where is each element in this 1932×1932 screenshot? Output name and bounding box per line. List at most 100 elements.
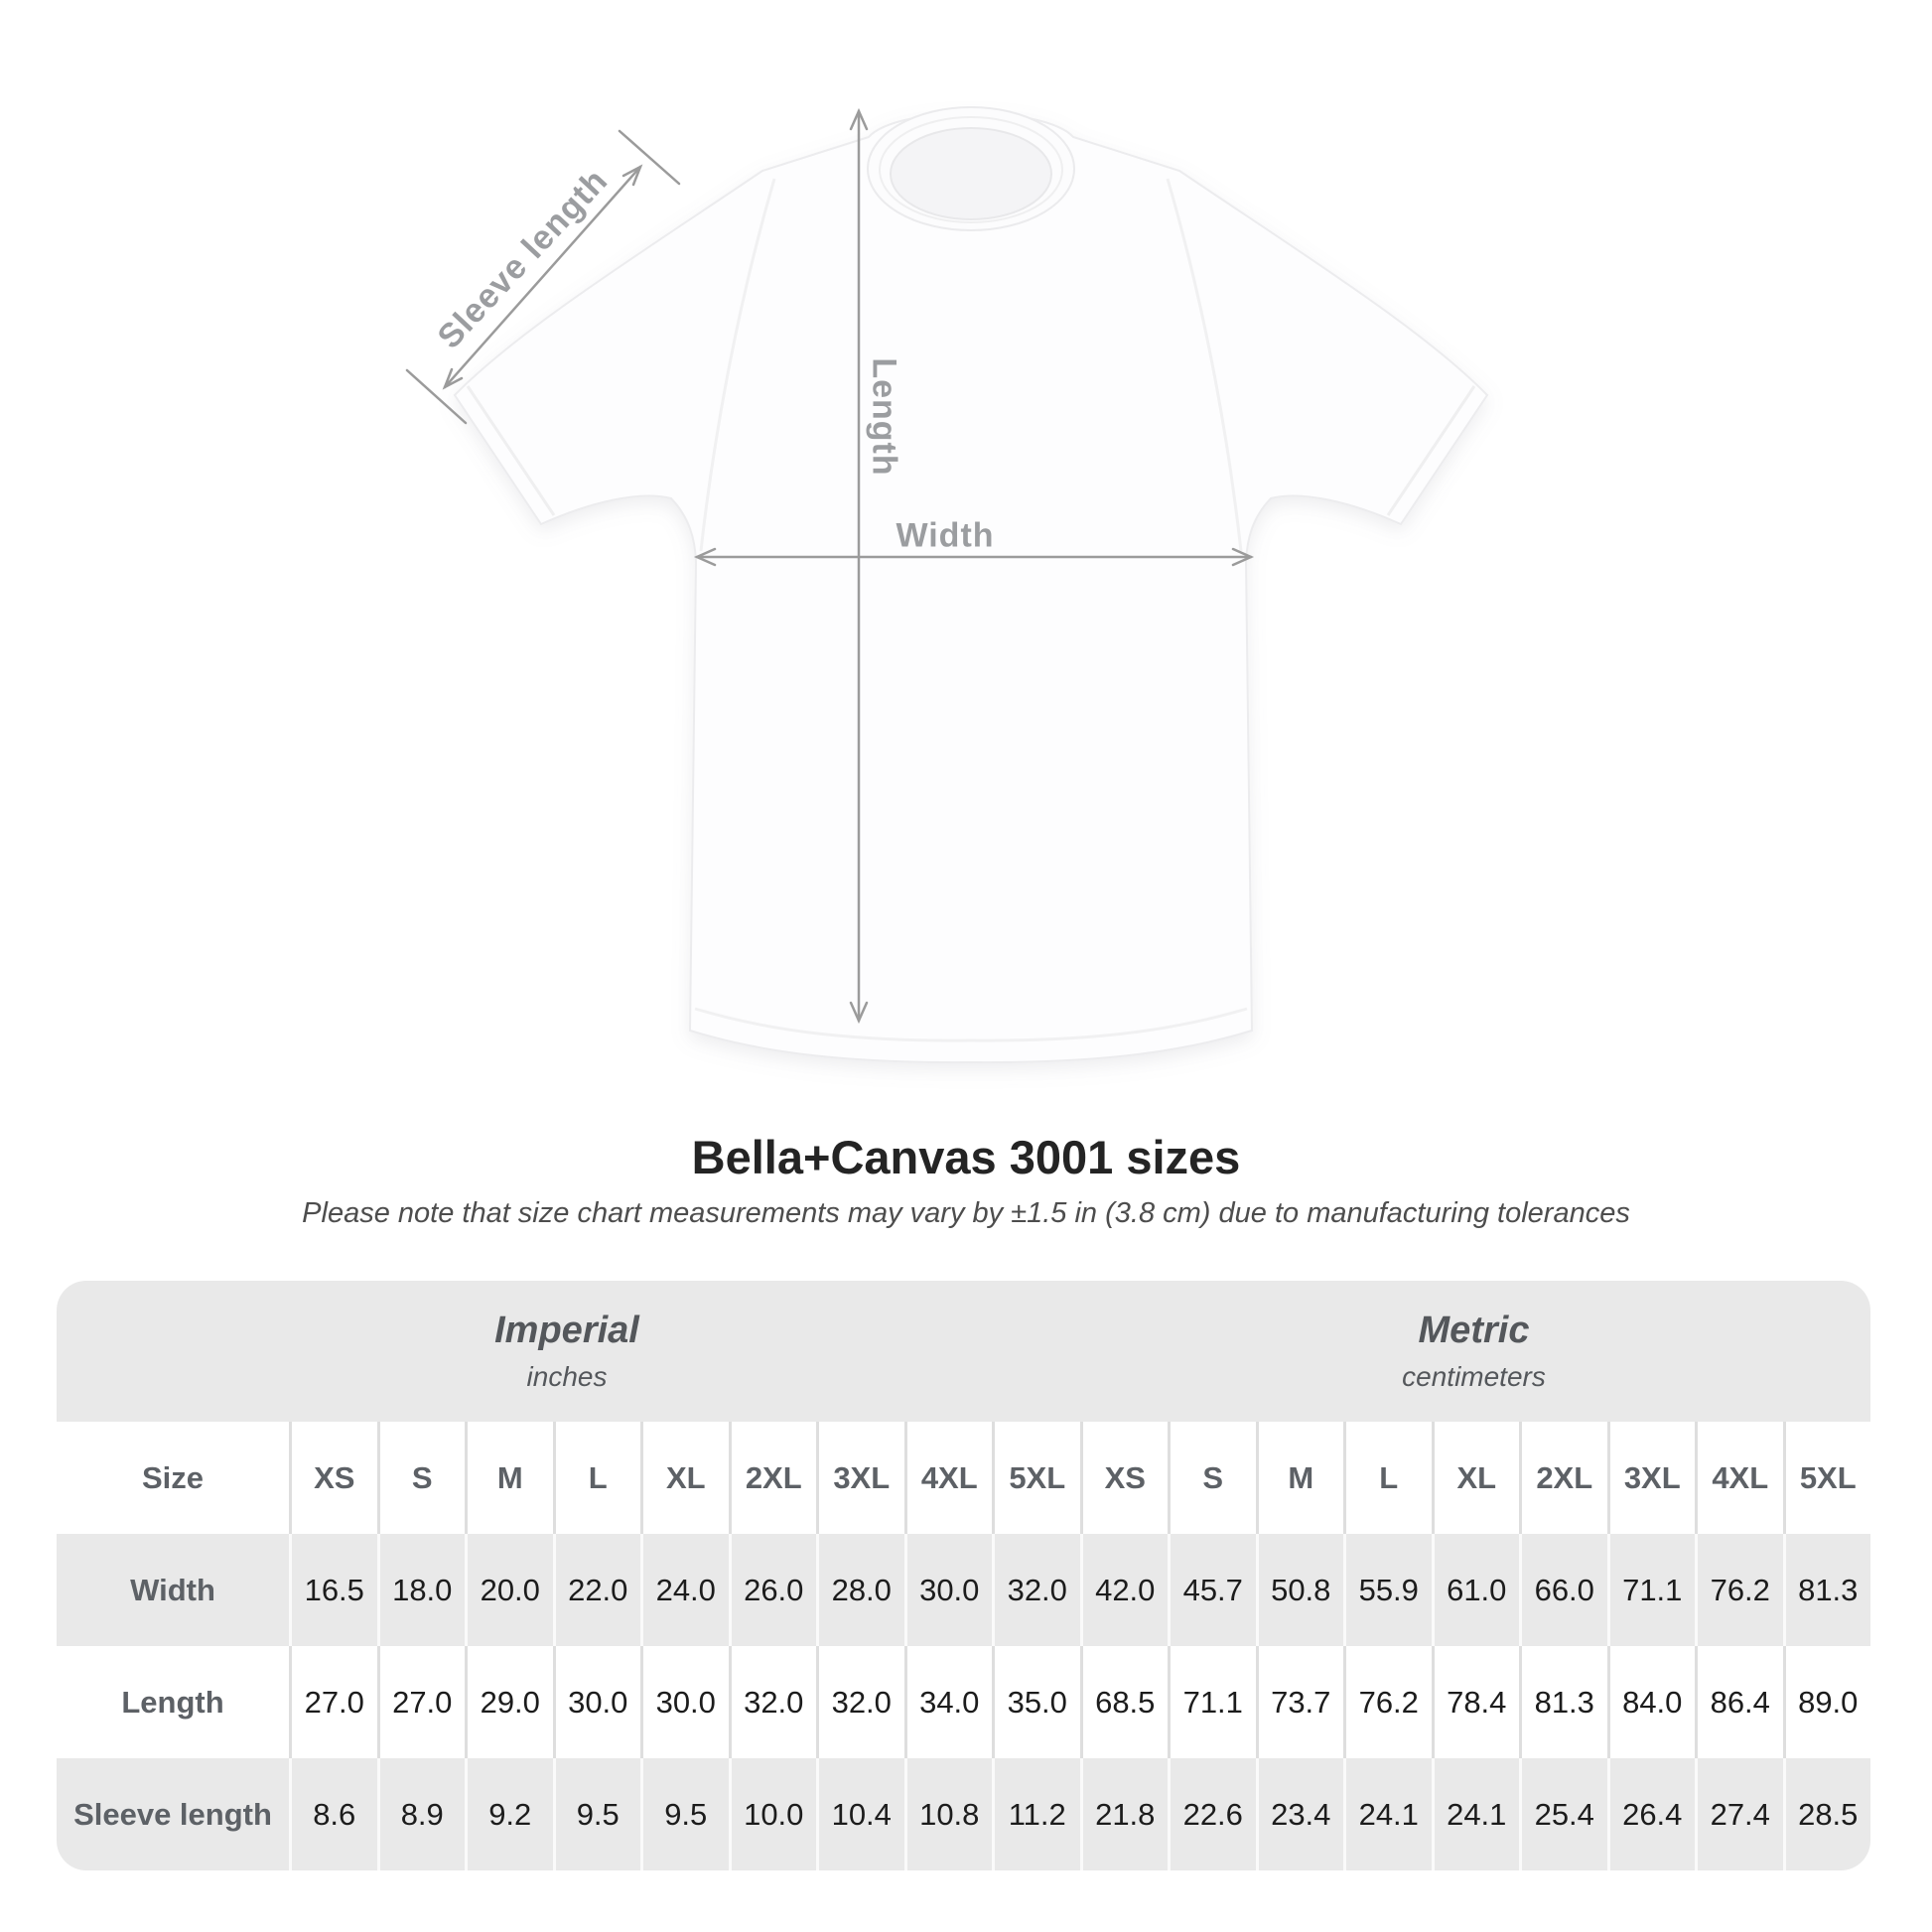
value-cell: 24.0 xyxy=(640,1534,729,1646)
value-cell: 21.8 xyxy=(1079,1758,1169,1870)
value-cell: 10.8 xyxy=(903,1758,993,1870)
value-cell: 30.0 xyxy=(552,1646,641,1758)
col-header: 2XL xyxy=(1519,1422,1607,1534)
length-annotation-label: Length xyxy=(865,357,903,477)
value-cell: 25.4 xyxy=(1519,1758,1607,1870)
value-cell: 29.0 xyxy=(465,1646,553,1758)
value-cell: 26.0 xyxy=(728,1534,817,1646)
value-cell: 55.9 xyxy=(1343,1534,1432,1646)
unit-group-header-row: Imperial inches Metric centimeters xyxy=(57,1281,1870,1422)
col-header: 4XL xyxy=(903,1422,993,1534)
group-metric-unit: centimeters xyxy=(1402,1361,1546,1392)
col-header: 2XL xyxy=(728,1422,817,1534)
group-metric: Metric centimeters xyxy=(1077,1281,1870,1422)
row-label: Sleeve length xyxy=(73,1796,272,1832)
col-header: 5XL xyxy=(992,1422,1080,1534)
page-title: Bella+Canvas 3001 sizes xyxy=(691,1131,1241,1183)
value-cell: 10.0 xyxy=(728,1758,817,1870)
tshirt-diagram xyxy=(405,106,1489,1064)
col-header: XS xyxy=(289,1422,377,1534)
cuff-fold-right xyxy=(1386,385,1476,516)
value-cell: 9.2 xyxy=(465,1758,553,1870)
group-imperial-unit: inches xyxy=(526,1361,608,1392)
value-cell: 26.4 xyxy=(1606,1758,1696,1870)
value-cell: 8.9 xyxy=(376,1758,466,1870)
value-cell: 76.2 xyxy=(1695,1534,1783,1646)
col-header: 3XL xyxy=(1606,1422,1696,1534)
col-header: L xyxy=(552,1422,641,1534)
value-cell: 23.4 xyxy=(1255,1758,1344,1870)
value-cell: 16.5 xyxy=(289,1534,377,1646)
value-cell: 32.0 xyxy=(816,1646,904,1758)
row-label: Length xyxy=(121,1684,224,1720)
value-cell: 35.0 xyxy=(992,1646,1080,1758)
tshirt-illustration xyxy=(453,112,1489,1064)
size-column-header: Size xyxy=(141,1459,205,1495)
value-cell: 27.0 xyxy=(376,1646,466,1758)
value-cell: 68.5 xyxy=(1079,1646,1169,1758)
col-header: XS xyxy=(1079,1422,1169,1534)
width-row: Width 16.5 18.0 20.0 22.0 24.0 26.0 28.0… xyxy=(57,1534,1870,1646)
value-cell: 9.5 xyxy=(552,1758,641,1870)
col-header: 4XL xyxy=(1695,1422,1783,1534)
value-cell: 9.5 xyxy=(640,1758,729,1870)
sleeve-length-arrow xyxy=(405,129,681,425)
value-cell: 24.1 xyxy=(1431,1758,1520,1870)
value-cell: 76.2 xyxy=(1343,1646,1432,1758)
col-header: 3XL xyxy=(816,1422,904,1534)
value-cell: 86.4 xyxy=(1695,1646,1783,1758)
value-cell: 50.8 xyxy=(1255,1534,1344,1646)
cuff-fold-left xyxy=(466,385,556,516)
value-cell: 32.0 xyxy=(992,1534,1080,1646)
hem-stitch xyxy=(694,1007,1248,1042)
value-cell: 81.3 xyxy=(1519,1646,1607,1758)
value-cell: 22.6 xyxy=(1168,1758,1256,1870)
col-header: M xyxy=(465,1422,553,1534)
value-cell: 22.0 xyxy=(552,1534,641,1646)
dimension-arrows xyxy=(405,107,1255,1025)
value-cell: 28.5 xyxy=(1782,1758,1871,1870)
value-cell: 30.0 xyxy=(903,1534,993,1646)
group-imperial: Imperial inches xyxy=(57,1281,1077,1422)
value-cell: 28.0 xyxy=(816,1534,904,1646)
value-cell: 78.4 xyxy=(1431,1646,1520,1758)
value-cell: 71.1 xyxy=(1168,1646,1256,1758)
sleeve-length-row: Sleeve length 8.6 8.9 9.2 9.5 9.5 10.0 1… xyxy=(57,1758,1870,1870)
value-cell: 10.4 xyxy=(816,1758,904,1870)
armhole-seam-left xyxy=(699,178,776,552)
value-cell: 61.0 xyxy=(1431,1534,1520,1646)
value-cell: 89.0 xyxy=(1782,1646,1871,1758)
collar-inner xyxy=(890,127,1052,220)
value-cell: 81.3 xyxy=(1782,1534,1871,1646)
value-cell: 8.6 xyxy=(289,1758,377,1870)
width-annotation-label: Width xyxy=(896,516,995,555)
col-header: L xyxy=(1343,1422,1432,1534)
value-cell: 30.0 xyxy=(640,1646,729,1758)
size-chart-table: Imperial inches Metric centimeters Size … xyxy=(57,1281,1870,1870)
group-metric-name: Metric xyxy=(1418,1310,1530,1351)
value-cell: 45.7 xyxy=(1168,1534,1256,1646)
length-arrow xyxy=(849,107,869,1025)
value-cell: 18.0 xyxy=(376,1534,466,1646)
group-imperial-name: Imperial xyxy=(494,1310,639,1351)
tolerance-note: Please note that size chart measurements… xyxy=(302,1197,1630,1229)
value-cell: 20.0 xyxy=(465,1534,553,1646)
width-arrow xyxy=(693,547,1255,567)
col-header: S xyxy=(376,1422,466,1534)
col-header: M xyxy=(1255,1422,1344,1534)
value-cell: 73.7 xyxy=(1255,1646,1344,1758)
value-cell: 66.0 xyxy=(1519,1534,1607,1646)
value-cell: 27.4 xyxy=(1695,1758,1783,1870)
col-header: S xyxy=(1168,1422,1256,1534)
value-cell: 84.0 xyxy=(1606,1646,1696,1758)
length-row: Length 27.0 27.0 29.0 30.0 30.0 32.0 32.… xyxy=(57,1646,1870,1758)
value-cell: 71.1 xyxy=(1606,1534,1696,1646)
col-header: XL xyxy=(640,1422,729,1534)
value-cell: 34.0 xyxy=(903,1646,993,1758)
tshirt-body xyxy=(453,112,1489,1064)
value-cell: 27.0 xyxy=(289,1646,377,1758)
value-cell: 32.0 xyxy=(728,1646,817,1758)
value-cell: 11.2 xyxy=(992,1758,1080,1870)
value-cell: 42.0 xyxy=(1079,1534,1169,1646)
